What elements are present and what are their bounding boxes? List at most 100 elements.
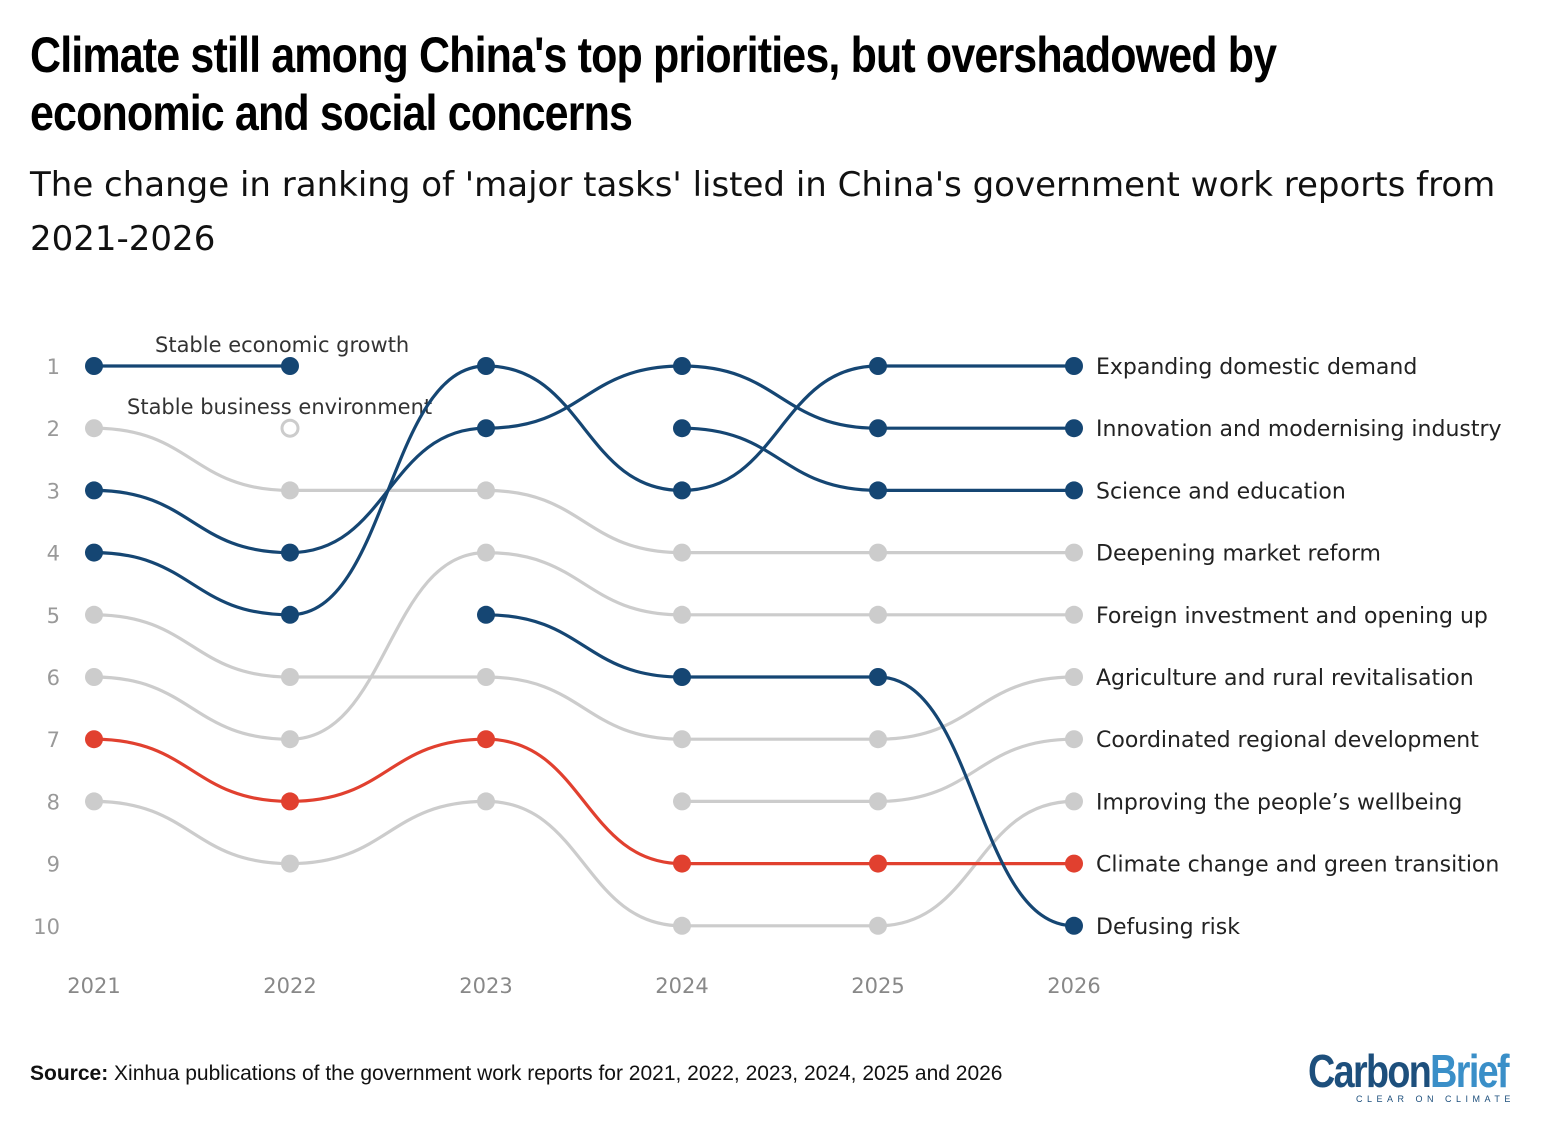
series-label: Stable economic growth bbox=[155, 333, 409, 357]
y-tick-label: 8 bbox=[47, 790, 60, 814]
series-point bbox=[1065, 854, 1083, 873]
series-point bbox=[281, 730, 299, 749]
series-point bbox=[477, 605, 495, 624]
series-point bbox=[1065, 543, 1083, 562]
series-label: Foreign investment and opening up bbox=[1096, 604, 1488, 629]
series-label: Innovation and modernising industry bbox=[1096, 417, 1502, 442]
series-point bbox=[869, 419, 887, 438]
series-label: Climate change and green transition bbox=[1096, 853, 1499, 878]
series-point bbox=[85, 543, 103, 562]
series-label: Science and education bbox=[1096, 479, 1346, 504]
chart-title: Climate still among China's top prioriti… bbox=[30, 27, 1277, 141]
series-line bbox=[93, 737, 1075, 866]
series-label: Improving the people’s wellbeing bbox=[1096, 790, 1462, 815]
series-point bbox=[477, 543, 495, 562]
series-label: Stable business environment bbox=[127, 395, 432, 419]
series-point bbox=[85, 605, 103, 624]
series-point bbox=[869, 543, 887, 562]
series-point bbox=[673, 357, 691, 375]
series-point bbox=[869, 605, 887, 624]
series-point bbox=[869, 792, 887, 811]
series-point bbox=[85, 668, 103, 686]
y-tick-label: 6 bbox=[47, 666, 60, 690]
source-text: Xinhua publications of the government wo… bbox=[108, 1062, 1003, 1085]
series-point bbox=[673, 605, 691, 624]
y-tick-label: 10 bbox=[33, 915, 60, 939]
logo-carbon: Carbon bbox=[1308, 1045, 1432, 1097]
series-line bbox=[93, 551, 1074, 741]
series-point bbox=[281, 668, 299, 686]
series-label: Defusing risk bbox=[1096, 915, 1240, 940]
series-line bbox=[682, 737, 1075, 804]
series-line bbox=[93, 613, 1075, 741]
logo-brief: Brief bbox=[1430, 1045, 1509, 1097]
y-tick-label: 3 bbox=[47, 479, 60, 503]
series-point bbox=[869, 357, 887, 375]
x-tick-label: 2025 bbox=[851, 974, 904, 998]
series-point bbox=[673, 916, 691, 935]
series-line bbox=[93, 799, 1075, 928]
series-point bbox=[477, 481, 495, 500]
series-point bbox=[673, 730, 691, 749]
series-label: Coordinated regional development bbox=[1096, 728, 1479, 753]
y-tick-label: 4 bbox=[47, 542, 60, 566]
series-point bbox=[1065, 481, 1083, 500]
series-point bbox=[85, 357, 103, 375]
series-point bbox=[281, 792, 299, 811]
series-point bbox=[85, 792, 103, 811]
series-point bbox=[477, 357, 495, 375]
series-point bbox=[673, 792, 691, 811]
series-point bbox=[477, 668, 495, 686]
y-tick-label: 5 bbox=[47, 604, 60, 628]
series-point bbox=[869, 916, 887, 935]
x-tick-label: 2023 bbox=[459, 974, 512, 998]
x-tick-label: 2024 bbox=[655, 974, 708, 998]
series-point bbox=[1065, 668, 1083, 686]
series-label: Expanding domestic demand bbox=[1096, 355, 1417, 380]
series-point bbox=[281, 605, 299, 624]
series-point bbox=[869, 854, 887, 873]
x-tick-label: 2022 bbox=[263, 974, 316, 998]
series-point bbox=[673, 668, 691, 686]
source-label: Source: bbox=[30, 1062, 109, 1085]
series-point bbox=[869, 668, 887, 686]
series-point bbox=[1065, 357, 1083, 375]
series-point bbox=[281, 481, 299, 500]
series-point bbox=[85, 481, 103, 500]
series-point bbox=[477, 730, 495, 749]
series-point bbox=[1065, 916, 1083, 935]
series-point bbox=[673, 543, 691, 562]
series-line bbox=[93, 364, 1074, 555]
series-label: Deepening market reform bbox=[1096, 542, 1381, 567]
series-point bbox=[1065, 730, 1083, 749]
chart-subtitle: The change in ranking of 'major tasks' l… bbox=[30, 165, 1496, 259]
series-point bbox=[281, 357, 299, 375]
series-point bbox=[477, 792, 495, 811]
series-point bbox=[869, 481, 887, 500]
logo-tagline: CLEAR ON CLIMATE bbox=[1356, 1094, 1515, 1104]
series-point bbox=[477, 419, 495, 438]
series-point bbox=[673, 854, 691, 873]
series-point bbox=[281, 543, 299, 562]
x-tick-label: 2026 bbox=[1047, 974, 1100, 998]
series-label: Agriculture and rural revitalisation bbox=[1096, 666, 1474, 691]
source-note: Source: Xinhua publications of the gover… bbox=[30, 1062, 1002, 1086]
series-point bbox=[281, 854, 299, 873]
series-point bbox=[1065, 605, 1083, 624]
y-tick-label: 1 bbox=[47, 355, 60, 379]
series-point bbox=[869, 730, 887, 749]
series-line bbox=[681, 426, 1074, 493]
series-line bbox=[485, 613, 1075, 928]
series-point bbox=[85, 419, 103, 438]
series-point bbox=[673, 481, 691, 500]
series-point bbox=[1065, 419, 1083, 438]
series-point bbox=[85, 730, 103, 749]
series-point-open bbox=[280, 418, 300, 438]
y-tick-label: 9 bbox=[47, 853, 60, 877]
series-point bbox=[673, 419, 691, 438]
carbonbrief-logo: CarbonBrief CLEAR ON CLIMATE bbox=[1308, 1046, 1530, 1104]
y-tick-label: 7 bbox=[47, 728, 60, 752]
y-tick-label: 2 bbox=[47, 417, 60, 441]
series-point bbox=[1065, 792, 1083, 811]
